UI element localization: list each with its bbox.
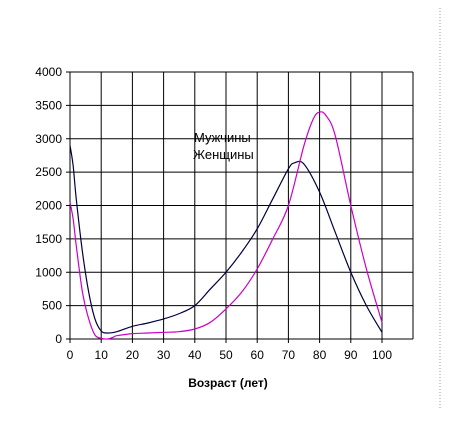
y-tick-label: 1000: [35, 265, 62, 279]
y-tick-label: 3000: [35, 132, 62, 146]
x-tick-label: 20: [126, 348, 140, 362]
y-tick-label: 1500: [35, 232, 62, 246]
y-tick-label: 4000: [35, 65, 62, 79]
y-tick-label: 3500: [35, 98, 62, 112]
x-tick-label: 100: [372, 348, 392, 362]
grid-lines: [69, 71, 414, 340]
x-tick-label: 10: [95, 348, 109, 362]
x-tick-label: 0: [67, 348, 74, 362]
x-axis-title: Возраст (лет): [188, 376, 268, 390]
legend-entry-women: Женщины: [193, 147, 254, 162]
x-tick-label: 40: [188, 348, 202, 362]
x-tick-label: 70: [282, 348, 296, 362]
y-tick-label: 500: [42, 299, 62, 313]
y-tick-label: 2500: [35, 165, 62, 179]
y-axis: 0 500 1000 1500 2000 2500 3000 3500 4000: [35, 65, 70, 346]
series-layer: [69, 111, 383, 340]
legend-entry-men: Мужчины: [194, 130, 251, 145]
y-tick-label: 2000: [35, 199, 62, 213]
series-line-men: [69, 145, 383, 334]
x-tick-label: 30: [157, 348, 171, 362]
x-tick-label: 80: [313, 348, 327, 362]
x-tick-label: 50: [219, 348, 233, 362]
x-axis: 0 10 20 30 40 50 60 70 80 90 100: [67, 339, 392, 362]
x-tick-label: 90: [344, 348, 358, 362]
y-tick-label: 0: [55, 332, 62, 346]
series-line-women: [69, 111, 383, 340]
x-tick-label: 60: [251, 348, 265, 362]
